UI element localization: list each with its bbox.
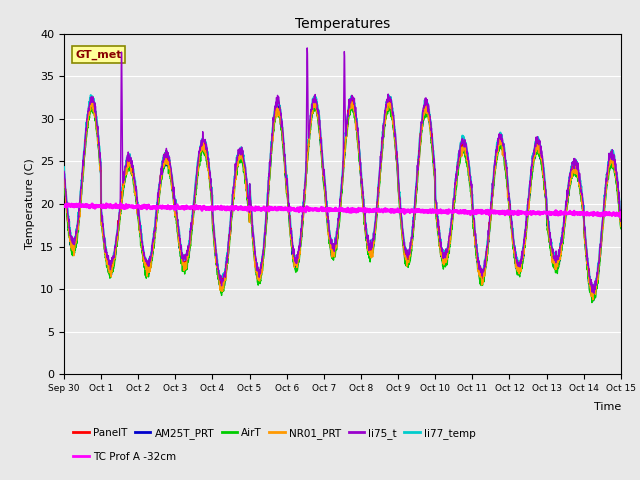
Text: GT_met: GT_met	[75, 49, 122, 60]
Legend: TC Prof A -32cm: TC Prof A -32cm	[69, 448, 180, 466]
Title: Temperatures: Temperatures	[295, 17, 390, 31]
Y-axis label: Temperature (C): Temperature (C)	[24, 158, 35, 250]
Text: Time: Time	[593, 402, 621, 412]
